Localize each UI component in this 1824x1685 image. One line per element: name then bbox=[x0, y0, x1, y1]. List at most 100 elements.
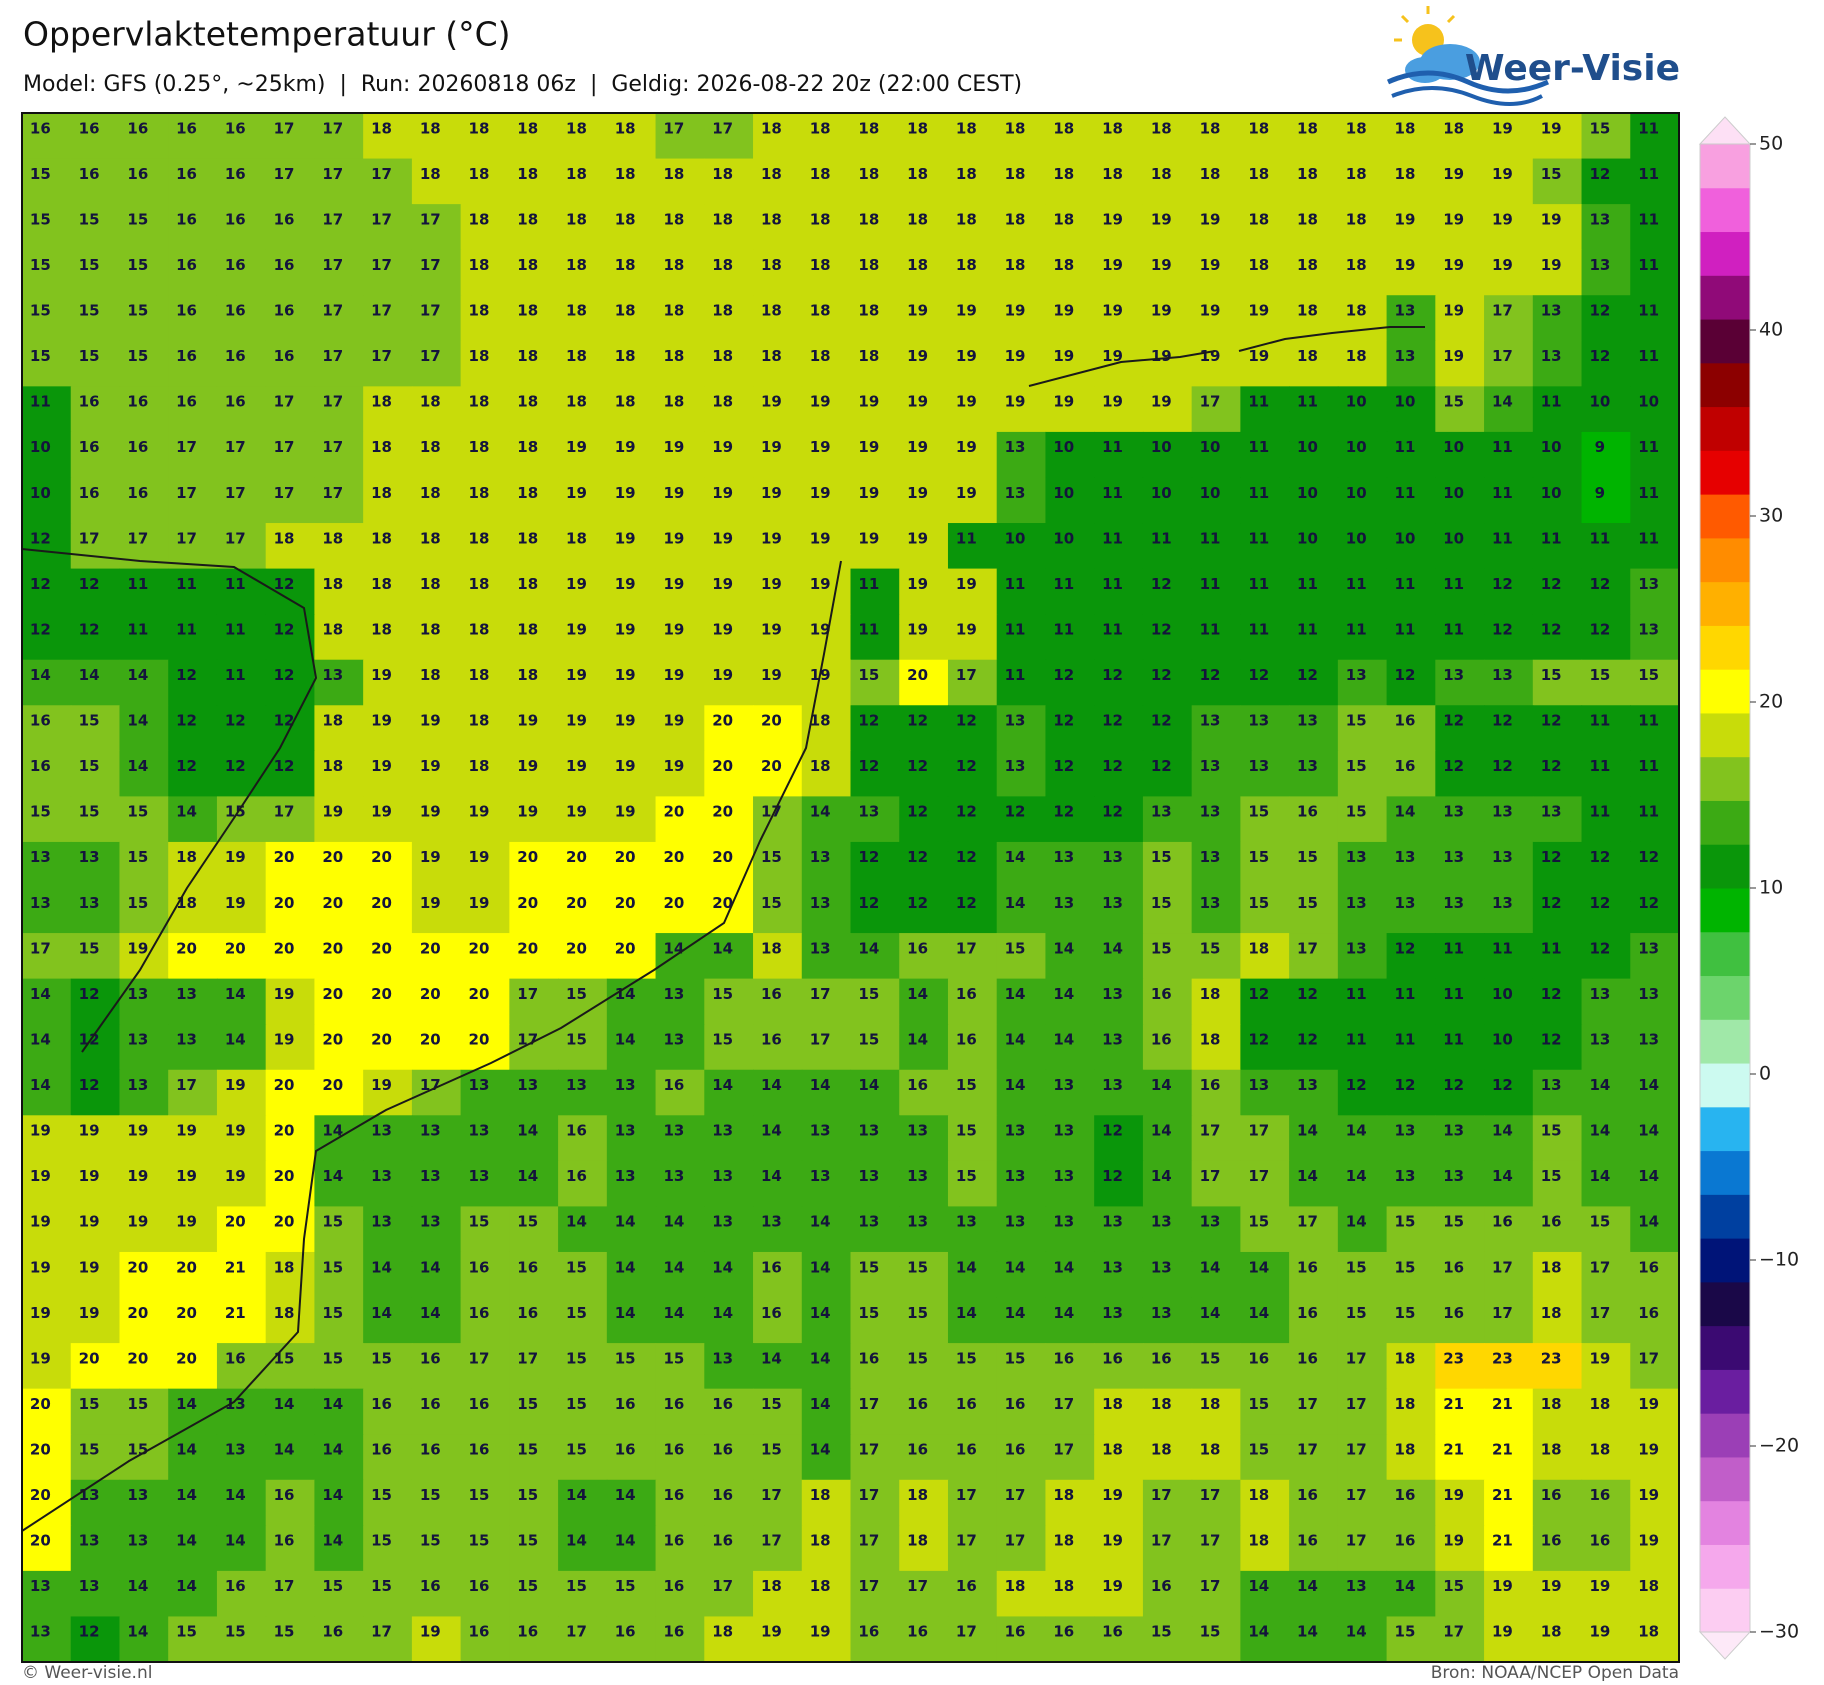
temperature-label: 16 bbox=[225, 1349, 246, 1367]
temperature-label: 18 bbox=[322, 575, 343, 593]
temperature-cell bbox=[558, 477, 608, 524]
temperature-cell bbox=[119, 204, 169, 251]
temperature-cell bbox=[801, 158, 852, 205]
temperature-label: 17 bbox=[274, 803, 295, 821]
temperature-cell bbox=[558, 340, 608, 387]
temperature-label: 17 bbox=[1200, 1122, 1221, 1140]
temperature-label: 18 bbox=[274, 1304, 295, 1322]
temperature-cell bbox=[1094, 431, 1144, 479]
temperature-label: 15 bbox=[1589, 119, 1610, 137]
temperature-label: 17 bbox=[1297, 1213, 1318, 1231]
temperature-cell bbox=[1484, 1069, 1534, 1116]
temperature-cell bbox=[1142, 113, 1193, 160]
temperature-cell bbox=[1094, 659, 1144, 706]
temperature-cell bbox=[558, 431, 608, 479]
temperature-label: 13 bbox=[858, 1122, 879, 1140]
colorbar-level bbox=[1700, 1019, 1750, 1064]
temperature-label: 16 bbox=[712, 1440, 733, 1458]
temperature-label: 19 bbox=[907, 347, 928, 365]
temperature-label: 18 bbox=[469, 393, 490, 411]
temperature-label: 19 bbox=[79, 1304, 100, 1322]
temperature-cell bbox=[509, 249, 559, 296]
temperature-label: 14 bbox=[176, 1577, 197, 1595]
temperature-cell bbox=[1386, 796, 1436, 843]
temperature-label: 19 bbox=[712, 666, 733, 684]
temperature-cell bbox=[1094, 568, 1144, 615]
temperature-label: 14 bbox=[225, 1486, 246, 1504]
temperature-label: 17 bbox=[761, 1486, 782, 1504]
temperature-label: 18 bbox=[907, 210, 928, 228]
temperature-label: 11 bbox=[1248, 575, 1269, 593]
temperature-cell bbox=[801, 1069, 852, 1116]
temperature-cell bbox=[1435, 887, 1485, 934]
temperature-label: 18 bbox=[810, 1486, 831, 1504]
temperature-cell bbox=[1240, 933, 1290, 980]
temperature-cell bbox=[1337, 158, 1388, 205]
temperature-label: 14 bbox=[810, 1349, 831, 1367]
temperature-label: 13 bbox=[469, 1122, 490, 1140]
temperature-label: 14 bbox=[1200, 1258, 1221, 1276]
temperature-cell bbox=[22, 933, 72, 980]
temperature-cell bbox=[558, 249, 608, 296]
temperature-label: 17 bbox=[274, 165, 295, 183]
temperature-label: 13 bbox=[663, 1030, 684, 1048]
temperature-label: 15 bbox=[761, 848, 782, 866]
temperature-label: 13 bbox=[663, 985, 684, 1003]
temperature-cell bbox=[363, 1024, 413, 1071]
temperature-label: 17 bbox=[322, 484, 343, 502]
temperature-cell bbox=[411, 841, 462, 889]
temperature-label: 12 bbox=[1102, 803, 1123, 821]
temperature-label: 14 bbox=[1297, 1122, 1318, 1140]
temperature-cell bbox=[1289, 249, 1339, 296]
temperature-label: 11 bbox=[1638, 302, 1659, 320]
temperature-cell bbox=[265, 796, 316, 843]
temperature-cell bbox=[996, 978, 1047, 1025]
temperature-cell bbox=[1532, 249, 1583, 296]
temperature-cell bbox=[460, 841, 510, 889]
temperature-label: 19 bbox=[1102, 256, 1123, 274]
temperature-label: 10 bbox=[1200, 438, 1221, 456]
temperature-label: 13 bbox=[1151, 1258, 1172, 1276]
temperature-cell bbox=[753, 841, 803, 889]
temperature-label: 16 bbox=[663, 1486, 684, 1504]
temperature-label: 16 bbox=[469, 1395, 490, 1413]
temperature-label: 12 bbox=[1297, 666, 1318, 684]
temperature-label: 12 bbox=[274, 575, 295, 593]
temperature-label: 15 bbox=[79, 1440, 100, 1458]
temperature-label: 16 bbox=[127, 484, 148, 502]
temperature-cell bbox=[899, 750, 949, 797]
temperature-cell bbox=[168, 568, 218, 615]
temperature-cell bbox=[899, 978, 949, 1025]
temperature-cell bbox=[265, 1024, 316, 1071]
temperature-label: 19 bbox=[1492, 1577, 1513, 1595]
temperature-label: 15 bbox=[517, 1577, 538, 1595]
temperature-label: 19 bbox=[956, 575, 977, 593]
temperature-cell bbox=[850, 659, 900, 706]
temperature-cell bbox=[801, 568, 852, 615]
temperature-label: 16 bbox=[1395, 1486, 1416, 1504]
temperature-label: 18 bbox=[274, 529, 295, 547]
temperature-cell bbox=[558, 750, 608, 797]
temperature-cell bbox=[460, 796, 510, 843]
temperature-label: 18 bbox=[566, 529, 587, 547]
temperature-label: 20 bbox=[127, 1258, 148, 1276]
temperature-cell bbox=[1386, 659, 1436, 706]
temperature-cell bbox=[1240, 295, 1290, 342]
temperature-label: 15 bbox=[1395, 1213, 1416, 1231]
temperature-cell bbox=[655, 841, 705, 889]
temperature-label: 17 bbox=[274, 1577, 295, 1595]
temperature-cell bbox=[947, 841, 998, 889]
temperature-cell bbox=[1532, 750, 1583, 797]
temperature-label: 15 bbox=[1541, 165, 1562, 183]
temperature-cell bbox=[1484, 386, 1534, 433]
temperature-label: 11 bbox=[1589, 803, 1610, 821]
temperature-label: 18 bbox=[322, 757, 343, 775]
temperature-label: 14 bbox=[225, 1532, 246, 1550]
temperature-cell bbox=[850, 933, 900, 980]
temperature-label: 12 bbox=[1248, 666, 1269, 684]
temperature-label: 10 bbox=[1541, 484, 1562, 502]
temperature-label: 13 bbox=[1248, 712, 1269, 730]
temperature-cell bbox=[1045, 841, 1095, 889]
temperature-label: 13 bbox=[1053, 1076, 1074, 1094]
temperature-label: 17 bbox=[663, 119, 684, 137]
